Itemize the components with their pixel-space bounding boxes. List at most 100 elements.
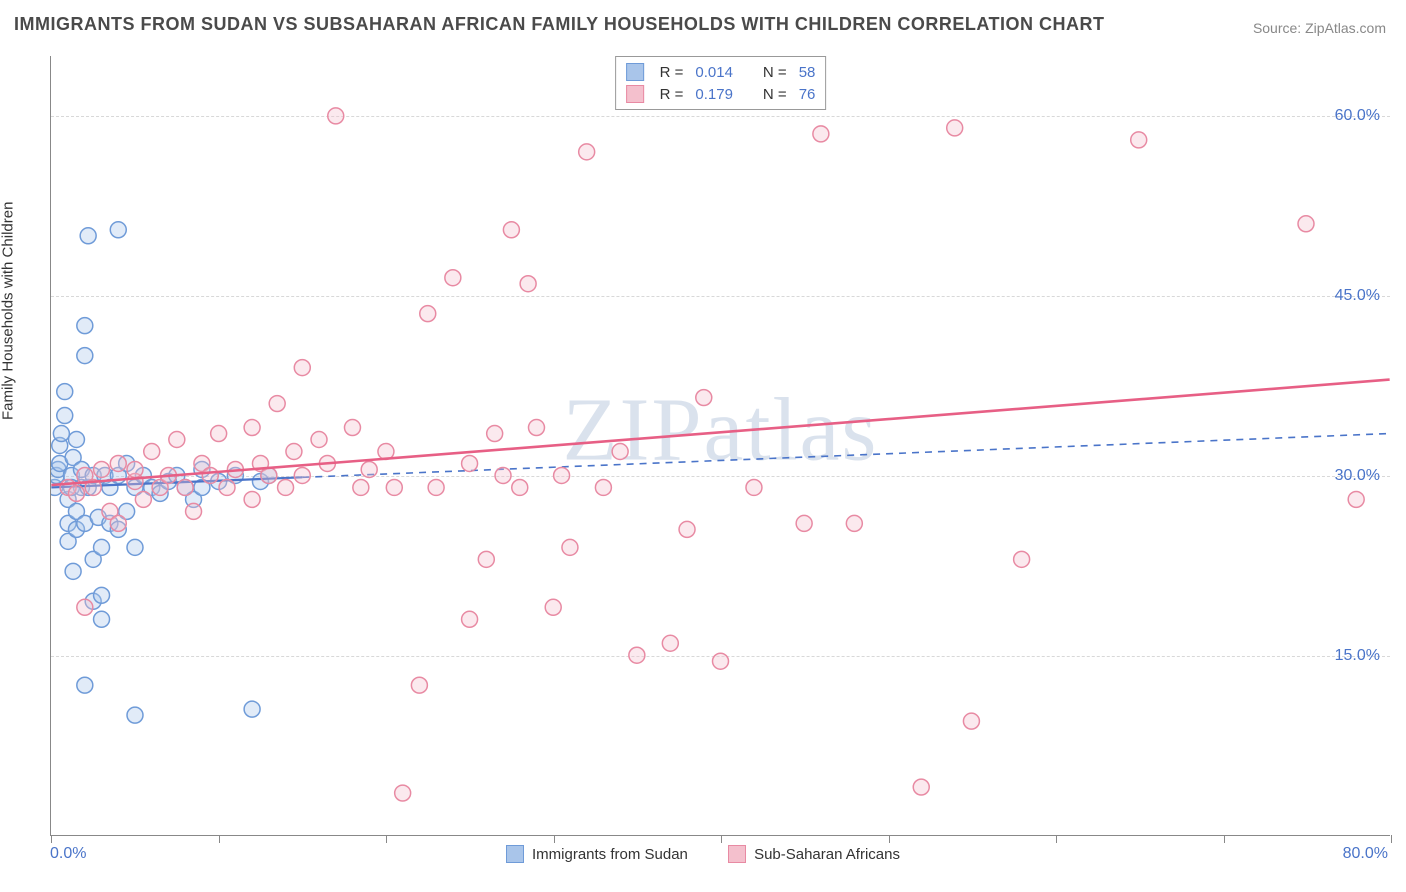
y-axis-label: Family Households with Children bbox=[0, 202, 17, 420]
data-point bbox=[411, 677, 427, 693]
data-point bbox=[428, 479, 444, 495]
data-point bbox=[495, 467, 511, 483]
stat-n-label: N = bbox=[763, 64, 787, 81]
x-tick bbox=[889, 835, 890, 843]
legend-row: R = 0.014 N = 58 bbox=[626, 61, 816, 83]
data-point bbox=[520, 276, 536, 292]
data-point bbox=[813, 126, 829, 142]
data-point bbox=[595, 479, 611, 495]
stat-n-value: 76 bbox=[799, 86, 816, 103]
data-point bbox=[261, 467, 277, 483]
x-tick bbox=[51, 835, 52, 843]
stat-r-value: 0.179 bbox=[695, 86, 733, 103]
data-point bbox=[947, 120, 963, 136]
data-point bbox=[144, 444, 160, 460]
data-point bbox=[244, 420, 260, 436]
data-point bbox=[169, 432, 185, 448]
data-point bbox=[344, 420, 360, 436]
data-point bbox=[68, 432, 84, 448]
legend-item: Immigrants from Sudan bbox=[506, 845, 688, 863]
data-point bbox=[420, 306, 436, 322]
data-point bbox=[445, 270, 461, 286]
data-point bbox=[528, 420, 544, 436]
x-tick bbox=[219, 835, 220, 843]
data-point bbox=[1348, 491, 1364, 507]
stat-n-label: N = bbox=[763, 86, 787, 103]
data-point bbox=[77, 677, 93, 693]
data-point bbox=[177, 479, 193, 495]
data-point bbox=[127, 461, 143, 477]
data-point bbox=[679, 521, 695, 537]
data-point bbox=[244, 701, 260, 717]
legend-label: Immigrants from Sudan bbox=[532, 846, 688, 863]
data-point bbox=[65, 563, 81, 579]
data-point bbox=[462, 455, 478, 471]
data-point bbox=[487, 426, 503, 442]
data-point bbox=[1298, 216, 1314, 232]
chart-container: IMMIGRANTS FROM SUDAN VS SUBSAHARAN AFRI… bbox=[0, 0, 1406, 892]
data-point bbox=[77, 348, 93, 364]
stat-n-value: 58 bbox=[799, 64, 816, 81]
data-point bbox=[846, 515, 862, 531]
data-point bbox=[269, 396, 285, 412]
legend-row: R = 0.179 N = 76 bbox=[626, 83, 816, 105]
data-point bbox=[713, 653, 729, 669]
source-attribution: Source: ZipAtlas.com bbox=[1253, 20, 1386, 36]
data-point bbox=[462, 611, 478, 627]
data-point bbox=[746, 479, 762, 495]
source-link[interactable]: ZipAtlas.com bbox=[1305, 20, 1386, 36]
data-point bbox=[353, 479, 369, 495]
stat-r-value: 0.014 bbox=[695, 64, 733, 81]
data-point bbox=[110, 515, 126, 531]
data-point bbox=[94, 461, 110, 477]
data-point bbox=[913, 779, 929, 795]
data-point bbox=[244, 491, 260, 507]
swatch-icon bbox=[728, 845, 746, 863]
data-point bbox=[135, 491, 151, 507]
data-point bbox=[478, 551, 494, 567]
data-point bbox=[94, 539, 110, 555]
data-point bbox=[294, 360, 310, 376]
stat-r-label: R = bbox=[660, 86, 684, 103]
data-point bbox=[361, 461, 377, 477]
x-tick bbox=[721, 835, 722, 843]
data-point bbox=[110, 222, 126, 238]
data-point bbox=[202, 467, 218, 483]
series-legend: Immigrants from Sudan Sub-Saharan Africa… bbox=[0, 845, 1406, 867]
stat-r-label: R = bbox=[660, 64, 684, 81]
x-tick bbox=[1056, 835, 1057, 843]
data-point bbox=[53, 426, 69, 442]
plot-area: ZIPatlas R = 0.014 N = 58 R = 0.179 N = … bbox=[50, 56, 1390, 836]
data-point bbox=[68, 485, 84, 501]
data-point bbox=[127, 707, 143, 723]
data-point bbox=[94, 611, 110, 627]
data-point bbox=[612, 444, 628, 460]
data-point bbox=[1131, 132, 1147, 148]
data-point bbox=[512, 479, 528, 495]
data-point bbox=[963, 713, 979, 729]
data-point bbox=[328, 108, 344, 124]
data-point bbox=[286, 444, 302, 460]
legend-item: Sub-Saharan Africans bbox=[728, 845, 900, 863]
data-point bbox=[796, 515, 812, 531]
data-point bbox=[395, 785, 411, 801]
data-point bbox=[77, 599, 93, 615]
data-point bbox=[278, 479, 294, 495]
data-point bbox=[211, 426, 227, 442]
data-point bbox=[579, 144, 595, 160]
data-point bbox=[545, 599, 561, 615]
data-point bbox=[57, 384, 73, 400]
correlation-legend: R = 0.014 N = 58 R = 0.179 N = 76 bbox=[615, 56, 827, 110]
x-tick bbox=[386, 835, 387, 843]
source-label: Source: bbox=[1253, 20, 1301, 36]
data-point bbox=[127, 539, 143, 555]
data-point bbox=[696, 390, 712, 406]
data-point bbox=[311, 432, 327, 448]
data-point bbox=[57, 408, 73, 424]
data-point bbox=[294, 467, 310, 483]
data-point bbox=[662, 635, 678, 651]
x-tick bbox=[554, 835, 555, 843]
data-point bbox=[386, 479, 402, 495]
swatch-icon bbox=[626, 63, 644, 81]
data-point bbox=[562, 539, 578, 555]
